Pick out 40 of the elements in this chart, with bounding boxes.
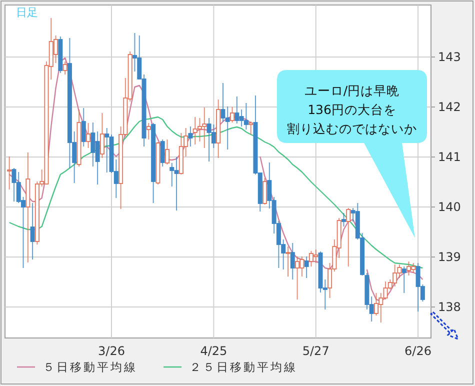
annotation: 割り込むのではないか (287, 121, 417, 136)
y-tick-label: 143 (438, 50, 461, 64)
candlestick (230, 106, 235, 123)
candlestick (286, 246, 290, 277)
candlestick (341, 212, 346, 227)
candlestick (244, 102, 248, 130)
y-tick-label: 139 (438, 250, 461, 264)
legend-label: ２５日移動平均線 (190, 360, 298, 374)
candlestick (304, 256, 309, 278)
y-tick-label: 140 (438, 200, 461, 214)
candlestick (146, 122, 151, 140)
candlestick (248, 121, 254, 135)
candlestick (402, 266, 406, 294)
x-tick-label: 3/26 (98, 344, 125, 358)
candlestick (262, 178, 268, 205)
candlestick (160, 139, 165, 167)
candlestick (290, 242, 295, 280)
x-tick-label: 5/27 (302, 344, 330, 358)
y-tick-label: 142 (438, 100, 461, 114)
candlestick (62, 61, 68, 75)
candlestick (7, 156, 12, 190)
candlestick (100, 112, 104, 158)
x-tick-label: 4/25 (200, 344, 228, 358)
annotation: 136円の大台を (308, 102, 396, 117)
annotation: ユーロ/円は早晩 (304, 83, 400, 98)
annotation: 日足 (16, 6, 38, 19)
candlestick (86, 122, 91, 148)
candlestick (81, 108, 86, 147)
y-tick-label: 141 (438, 150, 461, 164)
callout: ユーロ/円は早晩 136円の大台を 割り込むのではないか (277, 70, 427, 238)
x-tick-label: 6/26 (404, 344, 432, 358)
candlestick (188, 126, 193, 147)
candlestick (104, 128, 110, 173)
candlestick (346, 208, 351, 267)
candlestick (211, 124, 216, 148)
y-tick-label: 138 (438, 300, 461, 314)
candlestick (30, 202, 35, 260)
legend-label: ５日移動平均線 (43, 360, 138, 374)
candlestick (295, 256, 300, 300)
candlestick (164, 139, 170, 165)
